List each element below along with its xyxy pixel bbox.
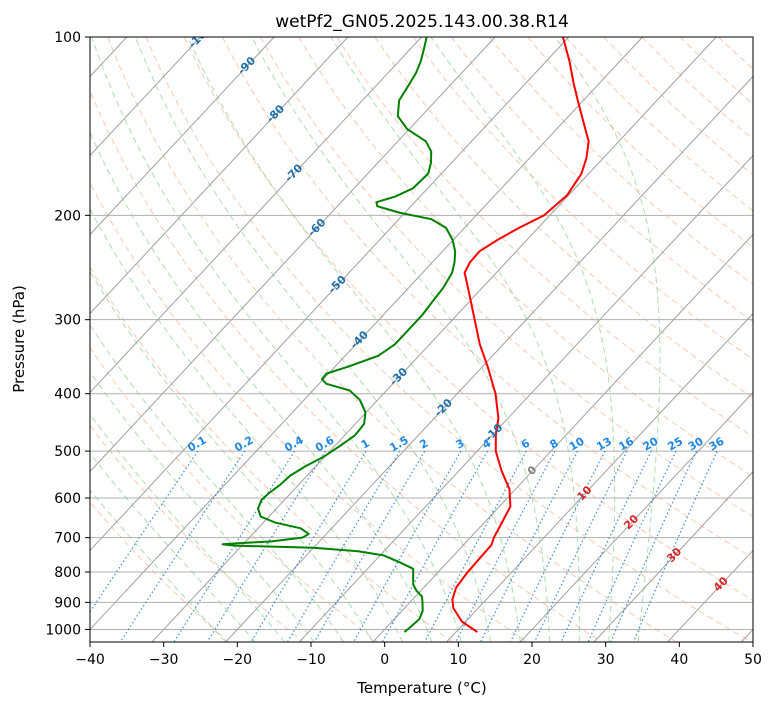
- isotherm-line: [90, 37, 643, 631]
- y-tick-label: 700: [54, 531, 81, 547]
- moist-adiabat-line: [90, 131, 433, 642]
- x-tick-label: 10: [449, 652, 467, 668]
- dry-adiabat-line: [90, 89, 603, 642]
- dry-adiabat-line: [90, 266, 453, 642]
- moist-adiabat-lines: [90, 37, 661, 642]
- plot-frame: [89, 36, 754, 643]
- x-axis-label: Temperature (°C): [356, 679, 486, 697]
- dry-adiabat-line: [107, 37, 677, 642]
- x-tick-label: 50: [744, 652, 762, 668]
- dry-adiabat-line: [260, 37, 753, 518]
- isotherm-line: [151, 37, 717, 642]
- dry-adiabat-line: [450, 37, 753, 323]
- dry-adiabat-line: [412, 37, 753, 361]
- moist-adiabat-line: [90, 270, 374, 642]
- mixing-ratio-line: [455, 450, 556, 642]
- mixing-ratio-line: [353, 450, 462, 642]
- moist-adiabat-line: [134, 37, 492, 642]
- y-axis: 100 200 300 400 500 600 700 800 900 1000: [45, 30, 90, 638]
- y-tick-label: 600: [54, 491, 81, 507]
- isotherm-line: [90, 37, 349, 315]
- mixing-ratio-line: [424, 450, 527, 642]
- x-tick-label: 0: [380, 652, 389, 668]
- mixing-ratio-line: [250, 450, 367, 642]
- moist-adiabat-line: [90, 413, 285, 642]
- y-tick-label: 400: [54, 387, 81, 403]
- moist-adiabat-line: [90, 371, 315, 642]
- moist-adiabat-line: [330, 37, 580, 642]
- moist-adiabat-line: [554, 37, 661, 642]
- isotherm-lines: [90, 37, 753, 642]
- moist-adiabat-line: [187, 37, 521, 642]
- dry-adiabat-line: [603, 37, 753, 176]
- mixing-ratio-line: [560, 450, 652, 642]
- isotherm-line: [446, 312, 753, 642]
- dry-adiabat-line: [145, 37, 752, 642]
- y-axis-label: Pressure (hPa): [10, 285, 28, 393]
- moist-adiabat-line: [90, 324, 344, 642]
- y-tick-label: 300: [54, 313, 81, 329]
- moist-adiabat-line: [90, 207, 403, 642]
- x-tick-label: −20: [223, 652, 253, 668]
- x-axis: −40 −30 −20 −10 0 10 20 30 40 50: [75, 642, 762, 668]
- dry-adiabat-line: [90, 424, 304, 642]
- y-tick-label: 100: [54, 30, 81, 46]
- dry-adiabat-line: [183, 37, 753, 601]
- isotherm-line: [519, 391, 753, 642]
- y-tick-label: 200: [54, 208, 81, 224]
- temperature-profile-line: [451, 37, 590, 633]
- isotherm-line: [225, 75, 753, 642]
- dry-adiabat-line: [565, 37, 753, 212]
- moist-adiabat-line: [251, 37, 551, 642]
- moist-adiabat-line: [430, 37, 616, 642]
- y-tick-label: 1000: [45, 622, 81, 638]
- mixing-ratio-line: [287, 450, 401, 642]
- dry-adiabat-lines: [90, 37, 753, 642]
- mixing-ratio-line: [534, 450, 628, 642]
- dry-adiabat-line: [90, 181, 528, 642]
- mixing-ratio-line: [610, 450, 698, 642]
- dry-adiabat-line: [90, 501, 229, 642]
- x-tick-label: 40: [670, 652, 688, 668]
- x-tick-label: 30: [597, 652, 615, 668]
- isotherm-line: [90, 37, 275, 236]
- mixing-ratio-line: [632, 450, 718, 642]
- y-tick-label: 900: [54, 595, 81, 611]
- mixing-ratio-line: [381, 450, 488, 642]
- isotherm-line: [90, 37, 570, 552]
- isotherm-line: [90, 37, 496, 473]
- dry-adiabat-line: [298, 37, 753, 478]
- chart-title: wetPf2_GN05.2025.143.00.38.R14: [275, 12, 569, 32]
- x-tick-label: 20: [523, 652, 541, 668]
- profile-lines: [221, 37, 590, 633]
- isotherm-line: [90, 37, 201, 157]
- dewpoint-profile-line: [221, 37, 457, 633]
- dry-adiabat-line: [336, 37, 753, 438]
- dry-adiabat-line: [374, 37, 753, 399]
- moist-adiabat-line: [91, 37, 462, 642]
- y-tick-label: 500: [54, 444, 81, 460]
- isotherm-line: [593, 470, 753, 642]
- x-tick-label: −40: [75, 652, 105, 668]
- isotherm-line: [90, 37, 422, 394]
- mixing-ratio-line: [313, 450, 426, 642]
- x-tick-label: −30: [149, 652, 179, 668]
- isotherm-line: [372, 233, 753, 642]
- dry-adiabat-line: [221, 37, 753, 559]
- isobar-lines: [90, 37, 753, 630]
- x-tick-label: −10: [296, 652, 326, 668]
- y-tick-label: 800: [54, 565, 81, 581]
- isotherm-line: [298, 154, 753, 642]
